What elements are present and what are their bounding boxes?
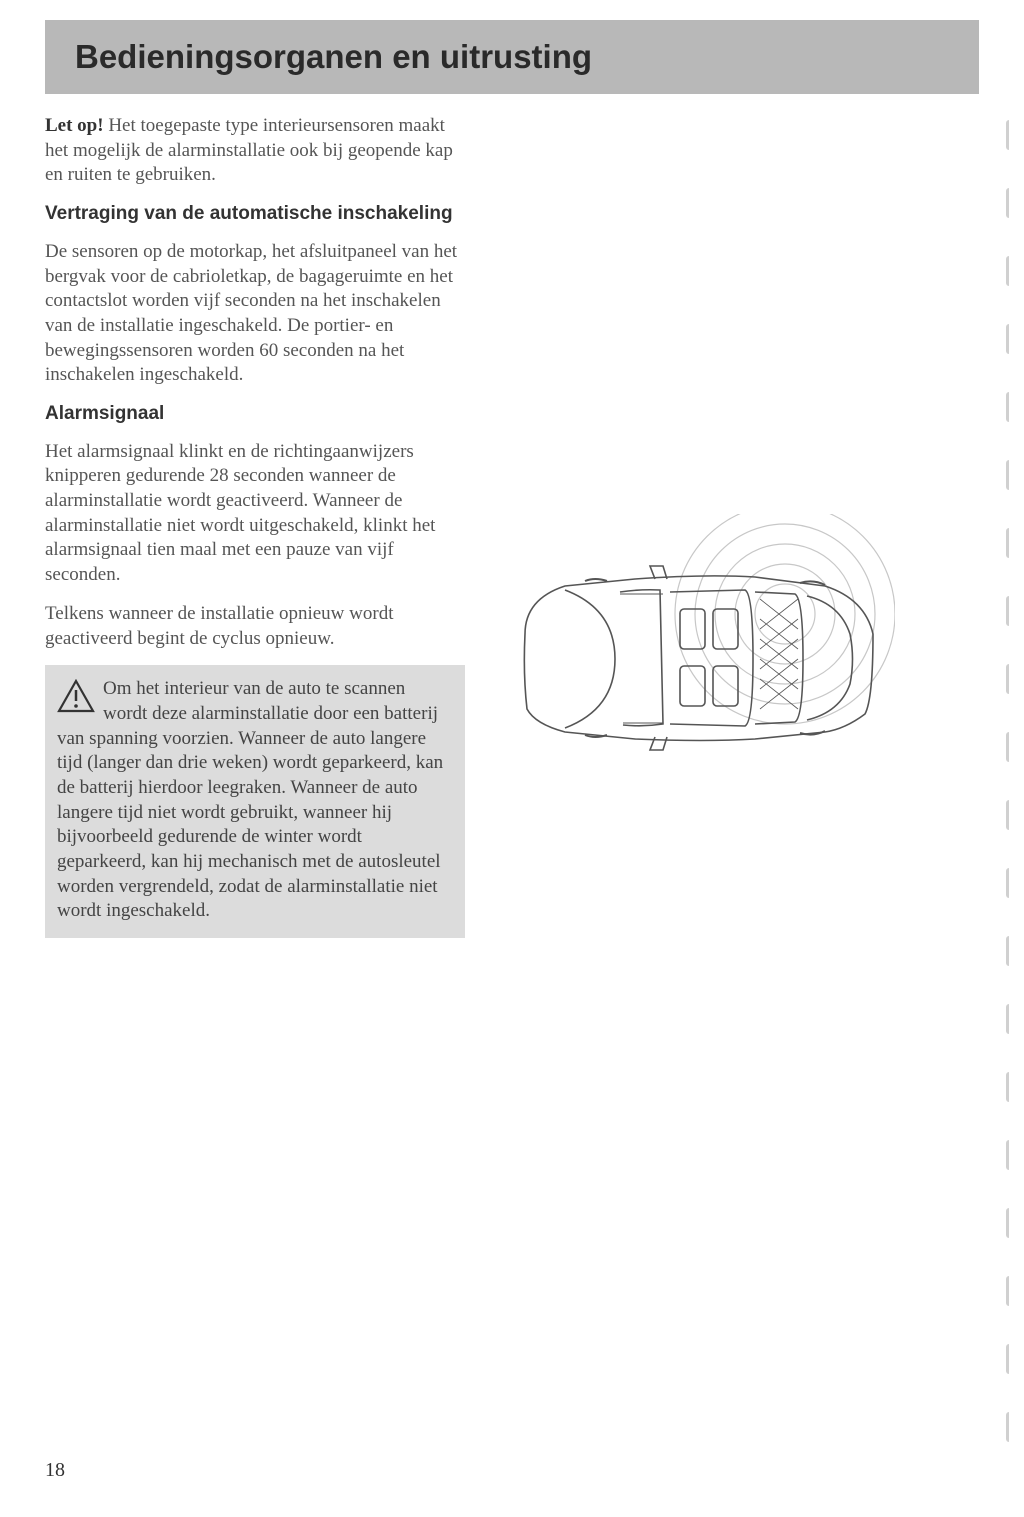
side-mark xyxy=(1006,732,1016,762)
left-column: Let op! Het toegepaste type interieur­se… xyxy=(45,114,465,938)
side-mark xyxy=(1006,596,1016,626)
alarmsignaal-text1: Het alarmsignaal klinkt en de richting­a… xyxy=(45,440,465,588)
side-mark xyxy=(1006,1140,1016,1170)
car-sensor-diagram xyxy=(495,514,895,779)
side-mark xyxy=(1006,1344,1016,1374)
side-mark xyxy=(1006,664,1016,694)
side-mark xyxy=(1006,392,1016,422)
side-mark xyxy=(1006,120,1016,150)
side-mark xyxy=(1006,800,1016,830)
side-mark xyxy=(1006,188,1016,218)
side-mark xyxy=(1006,1276,1016,1306)
content-area: Let op! Het toegepaste type interieur­se… xyxy=(0,114,1024,938)
side-mark xyxy=(1006,868,1016,898)
letop-text: Het toegepaste type interieur­sensoren m… xyxy=(45,115,453,185)
header-bar: Bedieningsorganen en uitrusting xyxy=(45,20,979,94)
side-mark xyxy=(1006,324,1016,354)
warning-text: Om het interieur van de auto te scannen … xyxy=(57,678,443,921)
warning-box: Om het interieur van de auto te scannen … xyxy=(45,665,465,938)
side-mark xyxy=(1006,1004,1016,1034)
right-column xyxy=(495,114,915,938)
side-mark xyxy=(1006,1412,1016,1442)
page-number: 18 xyxy=(45,1459,65,1482)
page-title: Bedieningsorganen en uitrusting xyxy=(75,38,949,76)
side-mark xyxy=(1006,1072,1016,1102)
side-index-marks xyxy=(1006,120,1016,1480)
side-mark xyxy=(1006,528,1016,558)
vertraging-text: De sensoren op de motorkap, het af­sluit… xyxy=(45,240,465,388)
alarmsignaal-text2: Telkens wanneer de installatie opnieuw w… xyxy=(45,602,465,651)
side-mark xyxy=(1006,936,1016,966)
warning-triangle-icon xyxy=(57,679,95,721)
side-mark xyxy=(1006,460,1016,490)
vertraging-heading: Vertraging van de automatische inschakel… xyxy=(45,202,465,226)
alarmsignaal-heading: Alarmsignaal xyxy=(45,402,465,426)
letop-lead: Let op! xyxy=(45,115,104,136)
side-mark xyxy=(1006,1208,1016,1238)
letop-paragraph: Let op! Het toegepaste type interieur­se… xyxy=(45,114,465,188)
side-mark xyxy=(1006,256,1016,286)
